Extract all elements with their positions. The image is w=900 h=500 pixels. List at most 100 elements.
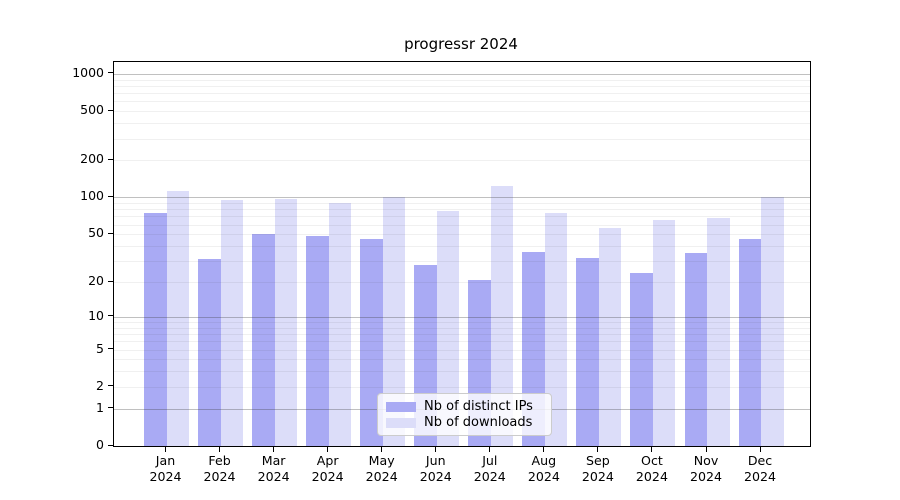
y-tick-mark-1000 <box>108 72 113 74</box>
minor-gridline-600 <box>114 101 810 103</box>
plot-area <box>113 61 811 447</box>
y-tick-label-200: 200 <box>80 151 104 167</box>
x-tick-label-sep: Sep 2024 <box>570 453 626 484</box>
y-tick-mark-10 <box>108 315 113 317</box>
y-tick-label-10: 10 <box>88 307 104 323</box>
bar-downloads-aug <box>544 212 568 446</box>
x-tick-label-feb: Feb 2024 <box>192 453 248 484</box>
x-tick-label-nov: Nov 2024 <box>678 453 734 484</box>
minor-gridline-90 <box>114 203 810 205</box>
y-tick-mark-5 <box>108 348 113 349</box>
y-tick-label-20: 20 <box>88 273 104 289</box>
legend-swatch-downloads <box>386 417 416 428</box>
minor-gridline-7 <box>114 334 810 336</box>
y-tick-mark-1 <box>108 407 113 409</box>
x-tick-year: 2024 <box>257 468 290 484</box>
minor-gridline-200 <box>114 160 810 162</box>
bar-ips-mar <box>252 234 275 446</box>
legend-label-downloads: Nb of downloads <box>424 415 533 430</box>
y-tick-mark-20 <box>108 280 113 282</box>
bar-downloads-sep <box>598 228 622 446</box>
legend-row-downloads: Nb of downloads <box>386 415 543 430</box>
bar-ips-oct <box>630 272 653 446</box>
minor-gridline-20 <box>114 282 810 284</box>
major-gridline-10 <box>114 316 810 318</box>
bar-downloads-feb <box>220 200 244 446</box>
bar-ips-apr <box>306 236 329 446</box>
x-tick-year: 2024 <box>689 468 723 484</box>
x-tick-month: Jul <box>482 453 498 468</box>
x-tick-label-oct: Oct 2024 <box>624 453 680 484</box>
minor-gridline-70 <box>114 216 810 218</box>
y-tick-label-1000: 1000 <box>72 64 104 80</box>
x-tick-label-aug: Aug 2024 <box>516 453 572 484</box>
y-tick-label-100: 100 <box>80 188 104 204</box>
x-tick-month: May <box>368 453 395 468</box>
x-tick-year: 2024 <box>744 468 777 484</box>
x-tick-year: 2024 <box>203 468 236 484</box>
minor-gridline-4 <box>114 359 810 361</box>
x-tick-month: Aug <box>531 453 557 468</box>
x-tick-month: Mar <box>261 453 286 468</box>
legend-swatch-distinct-ips <box>386 401 416 412</box>
minor-gridline-2 <box>114 386 810 388</box>
bar-downloads-jun <box>436 211 460 446</box>
x-tick-mark-dec <box>759 446 761 452</box>
x-tick-month: Apr <box>316 453 339 468</box>
minor-gridline-500 <box>114 111 810 113</box>
y-tick-label-50: 50 <box>88 225 104 241</box>
y-tick-mark-0 <box>108 444 113 446</box>
bar-downloads-apr <box>328 203 352 446</box>
x-tick-mark-apr <box>327 446 329 452</box>
bar-ips-dec <box>738 238 762 446</box>
x-tick-month: Jun <box>425 453 446 468</box>
y-tick-mark-50 <box>108 232 113 234</box>
x-tick-mark-aug <box>543 446 545 452</box>
x-tick-mark-may <box>381 446 383 452</box>
legend: Nb of distinct IPs Nb of downloads <box>377 393 552 436</box>
x-tick-label-mar: Mar 2024 <box>246 453 302 484</box>
y-tick-label-5: 5 <box>96 340 104 356</box>
major-gridline-100 <box>114 197 810 199</box>
y-tick-label-500: 500 <box>80 102 104 118</box>
minor-gridline-400 <box>114 123 810 125</box>
minor-gridline-8 <box>114 327 810 329</box>
y-tick-label-1: 1 <box>96 399 104 415</box>
x-tick-year: 2024 <box>473 468 506 484</box>
x-tick-year: 2024 <box>635 468 668 484</box>
x-tick-mark-sep <box>597 446 599 452</box>
bar-downloads-may <box>382 196 406 446</box>
x-tick-month: Feb <box>208 453 231 468</box>
bar-ips-sep <box>576 257 599 446</box>
y-tick-label-0: 0 <box>96 437 104 452</box>
x-tick-mark-jan <box>165 446 166 452</box>
x-tick-year: 2024 <box>311 468 344 484</box>
x-tick-year: 2024 <box>419 468 452 484</box>
x-tick-month: Dec <box>747 453 773 468</box>
minor-gridline-6 <box>114 341 810 343</box>
bar-ips-feb <box>198 259 221 446</box>
x-tick-year: 2024 <box>527 468 560 484</box>
x-tick-label-jul: Jul 2024 <box>462 453 518 484</box>
minor-gridline-60 <box>114 224 810 226</box>
x-tick-month: Oct <box>641 453 663 468</box>
legend-row-distinct-ips: Nb of distinct IPs <box>386 399 543 414</box>
bar-downloads-jan <box>166 190 189 446</box>
minor-gridline-9 <box>114 322 810 323</box>
bar-downloads-mar <box>274 199 298 446</box>
bar-downloads-oct <box>652 219 676 446</box>
x-tick-year: 2024 <box>149 468 182 484</box>
y-tick-mark-100 <box>108 195 113 197</box>
minor-gridline-700 <box>114 93 810 95</box>
x-tick-year: 2024 <box>365 468 398 484</box>
x-tick-mark-nov <box>705 446 707 452</box>
legend-label-distinct-ips: Nb of distinct IPs <box>424 399 533 414</box>
grid-layer <box>114 62 810 446</box>
minor-gridline-800 <box>114 85 810 87</box>
major-gridline-1000 <box>114 73 810 75</box>
bar-ips-jan <box>144 212 167 446</box>
y-tick-mark-500 <box>108 109 113 111</box>
bar-ips-nov <box>684 253 707 446</box>
minor-gridline-30 <box>114 261 810 263</box>
minor-gridline-50 <box>114 234 810 236</box>
